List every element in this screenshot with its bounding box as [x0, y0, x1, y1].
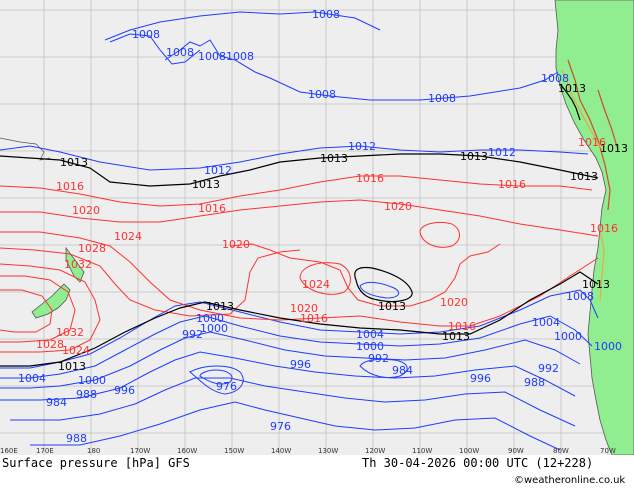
- isobar-label: 1024: [62, 344, 90, 357]
- isobar-label: 988: [76, 388, 97, 401]
- isobar-label: 1013: [582, 278, 610, 291]
- terrain-contours-2: [561, 69, 605, 301]
- isobar-label: 1013: [570, 170, 598, 183]
- isobar-label: 1028: [36, 338, 64, 351]
- isobar-label: 1013: [206, 300, 234, 313]
- isobar-label: 1016: [356, 172, 384, 185]
- isobar-label: 1016: [56, 180, 84, 193]
- isobar-label: 1004: [532, 316, 560, 329]
- isobar-label: 984: [392, 364, 413, 377]
- isobar-label: 1020: [384, 200, 412, 213]
- isobar-label: 1013: [442, 330, 470, 343]
- isobar-label: 1016: [578, 136, 606, 149]
- isobar-label: 1016: [590, 222, 618, 235]
- isobar-label: 1000: [554, 330, 582, 343]
- longitude-label: 160W: [177, 447, 197, 455]
- isobar-label: 1013: [460, 150, 488, 163]
- isobar-label: 992: [538, 362, 559, 375]
- longitude-label: 70W: [600, 447, 616, 455]
- isobar-label: 1013: [320, 152, 348, 165]
- isobar-label: 996: [470, 372, 491, 385]
- pressure-map-panel: 1008 1008 1008 1008 1008 1008 1008 1008 …: [0, 0, 634, 455]
- longitude-label: 180: [87, 447, 100, 455]
- isobar-label: 1016: [300, 312, 328, 325]
- isobar-label: 1008: [566, 290, 594, 303]
- isobar-label: 1008: [541, 72, 569, 85]
- isobar-label: 1024: [302, 278, 330, 291]
- isobar-label: 1000: [200, 322, 228, 335]
- isobar-label: 996: [114, 384, 135, 397]
- map-canvas: 1008 1008 1008 1008 1008 1008 1008 1008 …: [0, 0, 634, 455]
- isobar-label: 1028: [78, 242, 106, 255]
- longitude-label: 170E: [36, 447, 54, 455]
- isobar-label: 1020: [72, 204, 100, 217]
- isobar-label: 1013: [192, 178, 220, 191]
- isobar-label: 1008: [198, 50, 226, 63]
- longitude-label: 80W: [553, 447, 569, 455]
- longitude-label: 120W: [365, 447, 385, 455]
- isobar-label: 1013: [558, 82, 586, 95]
- isobar-label: 976: [270, 420, 291, 433]
- longitude-label: 160E: [0, 447, 18, 455]
- isobar-label: 1008: [428, 92, 456, 105]
- isobar-label: 1000: [594, 340, 622, 353]
- longitude-label: 110W: [412, 447, 432, 455]
- isobar-label: 1000: [196, 312, 224, 325]
- terrain-contours: [567, 59, 619, 211]
- isobar-label: 1013: [378, 300, 406, 313]
- isobar-label: 1020: [440, 296, 468, 309]
- isobar-labels: 1008 1008 1008 1008 1008 1008 1008 1008 …: [18, 8, 628, 445]
- isobar-label: 992: [368, 352, 389, 365]
- isobar-label: 996: [290, 358, 311, 371]
- isobar-label: 1012: [488, 146, 516, 159]
- longitude-label: 130W: [318, 447, 338, 455]
- isobars-low: [0, 11, 599, 451]
- south-america-land: [554, 0, 634, 455]
- isobar-label: 1013: [600, 142, 628, 155]
- isobar-label: 1000: [78, 374, 106, 387]
- map-footer: Surface pressure [hPa] GFS Th 30-04-2026…: [0, 455, 634, 490]
- isobar-label: 1020: [222, 238, 250, 251]
- longitude-label: 150W: [224, 447, 244, 455]
- longitude-axis: 160E 170E 180 170W 160W 150W 140W 130W 1…: [0, 447, 616, 455]
- isobar-label: 1013: [60, 156, 88, 169]
- isobar-label: 976: [216, 380, 237, 393]
- forecast-timestamp: Th 30-04-2026 00:00 UTC (12+228): [362, 456, 594, 470]
- map-title: Surface pressure [hPa] GFS: [2, 456, 190, 470]
- isobar-label: 1012: [204, 164, 232, 177]
- isobar-label: 988: [66, 432, 87, 445]
- isobar-label: 1024: [114, 230, 142, 243]
- isobar-label: 992: [182, 328, 203, 341]
- isobar-label: 1020: [290, 302, 318, 315]
- longitude-label: 140W: [271, 447, 291, 455]
- isobar-label: 1016: [448, 320, 476, 333]
- isobar-label: 1032: [64, 258, 92, 271]
- isobar-label: 1008: [312, 8, 340, 21]
- isobar-label: 1000: [356, 340, 384, 353]
- isobar-1012-inner: [359, 281, 400, 299]
- isobar-label: 988: [524, 376, 545, 389]
- isobar-label: 1004: [18, 372, 46, 385]
- isobar-label: 1013: [58, 360, 86, 373]
- credit-link[interactable]: ©weatheronline.co.uk: [514, 475, 626, 486]
- isobar-1013: [0, 83, 599, 367]
- isobar-label: 1008: [132, 28, 160, 41]
- longitude-label: 170W: [130, 447, 150, 455]
- longitude-label: 100W: [459, 447, 479, 455]
- new-zealand-north-island: [65, 246, 85, 283]
- new-zealand-south-island: [31, 283, 71, 319]
- isobars-high: [0, 175, 599, 353]
- isobar-label: 1008: [308, 88, 336, 101]
- isobar-label: 984: [46, 396, 67, 409]
- isobar-label: 1016: [498, 178, 526, 191]
- isobar-label: 1032: [56, 326, 84, 339]
- isobar-label: 1016: [198, 202, 226, 215]
- isobar-label: 1012: [348, 140, 376, 153]
- isobar-label: 1004: [356, 328, 384, 341]
- isobar-label: 1008: [226, 50, 254, 63]
- isobar-label: 1008: [166, 46, 194, 59]
- longitude-label: 90W: [508, 447, 524, 455]
